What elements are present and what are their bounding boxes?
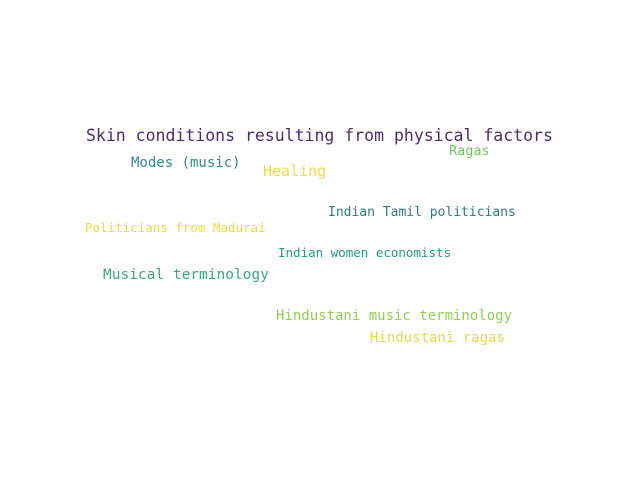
word-politicians-from-madurai: Politicians from Madurai: [85, 220, 266, 235]
word-modes-music: Modes (music): [131, 155, 241, 171]
word-hindustani-ragas: Hindustani ragas: [370, 330, 505, 346]
word-hindustani-music-terminology: Hindustani music terminology: [276, 308, 513, 324]
word-indian-tamil-politicians: Indian Tamil politicians: [328, 205, 516, 220]
word-healing: Healing: [263, 162, 327, 180]
word-skin-conditions: Skin conditions resulting from physical …: [86, 126, 553, 145]
word-musical-terminology: Musical terminology: [103, 267, 269, 283]
word-ragas: Ragas: [449, 143, 490, 159]
word-indian-women-economists: Indian women economists: [278, 245, 452, 260]
